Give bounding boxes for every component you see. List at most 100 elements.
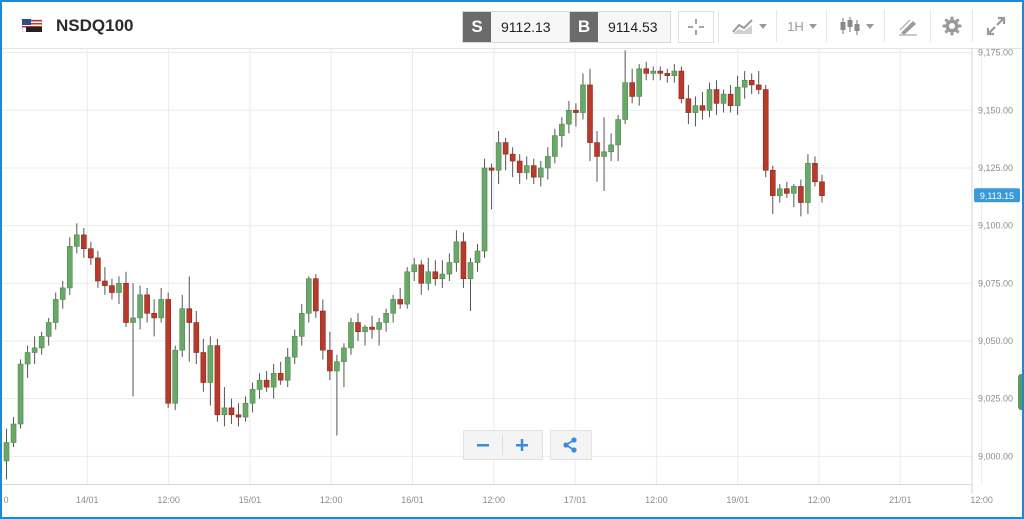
toolbar-divider (776, 10, 777, 42)
candle (488, 163, 495, 210)
candle (643, 61, 650, 81)
current-price-label: 9,113.15 (980, 191, 1014, 201)
x-axis: 0 14/01 12:00 15/01 12:00 16/01 12:00 17/01 12:0… (2, 484, 993, 505)
x-tick-label: 12:00 (808, 495, 831, 505)
candle (74, 223, 80, 254)
candle (116, 276, 122, 305)
candle (52, 292, 59, 330)
zoom-in-button[interactable] (503, 431, 541, 459)
candlestick-chart[interactable]: 9,000.00 9,025.00 9,050.00 9,075.00 9,100.00… (2, 48, 1022, 517)
buy-price-button[interactable]: B 9114.53 (569, 11, 671, 43)
candle (390, 294, 396, 323)
candle-body (151, 312, 157, 319)
candle-body (523, 165, 530, 173)
candle-body (390, 299, 396, 314)
candle-body (699, 105, 706, 111)
candle (439, 260, 446, 288)
candle-body (741, 79, 748, 88)
candle (404, 267, 411, 309)
candle-body (341, 347, 347, 363)
chart-type-button[interactable] (726, 11, 772, 41)
candle-body (137, 294, 143, 319)
timeframe-label: 1H (787, 18, 804, 34)
candle (566, 101, 572, 134)
toolbar-divider (972, 10, 973, 42)
candle-body (671, 70, 678, 76)
candle-body (130, 317, 136, 323)
candle-body (52, 299, 59, 323)
candle-body (453, 241, 460, 263)
candle-body (481, 167, 488, 252)
draw-tools-button[interactable] (890, 11, 926, 41)
candle (313, 274, 319, 318)
candle-body (383, 312, 389, 323)
candle-body (692, 105, 699, 113)
candle (130, 283, 136, 397)
candle-body (516, 160, 523, 173)
candle (776, 184, 783, 203)
candle (552, 128, 558, 164)
candle-body (81, 234, 87, 249)
candle (636, 64, 643, 106)
fullscreen-button[interactable] (980, 11, 1012, 41)
candle-body (425, 271, 432, 284)
share-button[interactable] (551, 431, 589, 459)
candle-body (615, 119, 621, 146)
candle (559, 117, 565, 148)
candle (376, 317, 382, 346)
candle-body (320, 310, 326, 351)
plus-icon (516, 439, 528, 451)
candle (545, 147, 551, 180)
candle-body (776, 188, 783, 196)
candle (608, 133, 614, 162)
candle (615, 114, 621, 162)
candle (270, 364, 277, 399)
candle (17, 359, 24, 429)
sell-price-button[interactable]: S 9112.13 (462, 11, 588, 43)
settings-button[interactable] (936, 11, 968, 41)
candle-body (376, 322, 382, 330)
candle-body (664, 73, 671, 76)
candle (193, 310, 200, 365)
candle-body (221, 407, 228, 416)
candle-body (193, 322, 200, 353)
chevron-down-icon (758, 23, 767, 29)
candle-body (812, 163, 818, 183)
candle-body (706, 89, 713, 111)
candle-body (559, 123, 565, 136)
chart-type-icon (731, 19, 753, 34)
candle (467, 257, 474, 311)
candle-body (298, 312, 305, 337)
candle (186, 276, 193, 362)
crosshair-button[interactable] (678, 11, 714, 43)
share-icon (563, 437, 577, 453)
candle (355, 313, 361, 341)
current-price-marker: 9,113.15 (974, 188, 1020, 203)
candle-body (622, 82, 628, 120)
candle-body (397, 299, 403, 305)
chart-toolbar: NSDQ100 S 9112.13 B 9114.53 1H (2, 2, 1022, 49)
candle (3, 428, 10, 480)
buy-label: B (570, 12, 598, 42)
candle-body (186, 308, 193, 323)
candle-body (805, 163, 811, 203)
candle-body (467, 262, 474, 279)
side-panel-handle[interactable] (1018, 374, 1022, 410)
candle (165, 292, 171, 408)
candle (158, 287, 164, 323)
candle (123, 271, 129, 328)
candle-body (537, 167, 544, 178)
candle-body (502, 142, 509, 155)
candle-body (798, 186, 804, 203)
zoom-out-button[interactable] (464, 431, 502, 459)
candlestick-icon (840, 17, 859, 35)
x-tick-label: 12:00 (483, 495, 506, 505)
candle-body (88, 248, 94, 259)
candle (819, 174, 825, 203)
minus-icon (477, 444, 489, 447)
candle-body (404, 271, 411, 305)
timeframe-button[interactable]: 1H (782, 11, 822, 41)
candle-style-button[interactable] (832, 11, 880, 41)
candle-body (59, 287, 66, 300)
